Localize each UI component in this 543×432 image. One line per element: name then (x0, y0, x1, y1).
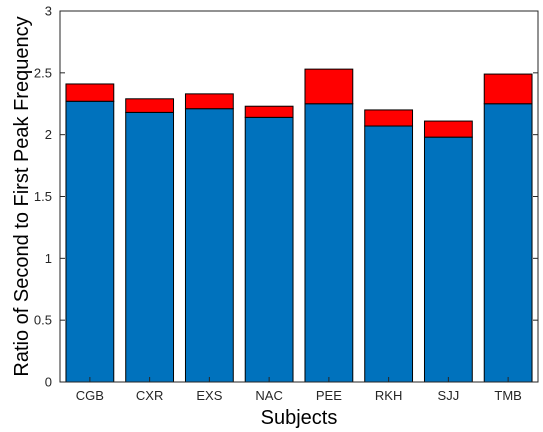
bar-tmb-segment-1 (483, 103, 533, 383)
bar-cgb-segment-1 (65, 100, 115, 383)
y-tick-label: 0.5 (34, 313, 52, 328)
x-axis: CGB CXR EXS NAC PEE RKH SJJ TMB (76, 377, 522, 403)
x-tick-label-tmb: TMB (494, 388, 521, 403)
y-tick-label: 1.5 (34, 189, 52, 204)
y-tick-label: 0 (45, 375, 52, 390)
bar-pee-segment-2 (304, 68, 354, 105)
x-axis-title: Subjects (261, 407, 338, 429)
bar-sjj-segment-2 (423, 120, 473, 138)
bar-pee-segment-1 (304, 103, 354, 383)
y-tick-label: 1 (45, 251, 52, 266)
x-tick-label-exs: EXS (196, 388, 222, 403)
bar-sjj-segment-1 (423, 136, 473, 383)
y-tick-label: 2 (45, 127, 52, 142)
x-tick-label-cxr: CXR (136, 388, 163, 403)
x-tick-label-rkh: RKH (375, 388, 402, 403)
bar-exs-segment-1 (184, 108, 234, 383)
bar-cxr-segment-1 (125, 111, 175, 383)
bar-tmb-segment-2 (483, 73, 533, 105)
bar-nac-segment-2 (244, 105, 294, 118)
bar-nac-segment-1 (244, 116, 294, 383)
bar-exs-segment-2 (184, 93, 234, 110)
bar-rkh-segment-1 (364, 125, 414, 383)
bar-rkh-segment-2 (364, 109, 414, 127)
x-tick-label-sjj: SJJ (438, 388, 460, 403)
y-tick-label: 3 (45, 4, 52, 19)
y-tick-label: 2.5 (34, 65, 52, 80)
bar-cxr-segment-2 (125, 98, 175, 113)
bars-layer (65, 68, 533, 383)
y-axis-title: Ratio of Second to First Peak Frequency (11, 16, 33, 376)
bar-cgb-segment-2 (65, 83, 115, 102)
y-axis: 0 0.5 1 1.5 2 2.5 3 (34, 4, 538, 390)
x-tick-label-cgb: CGB (76, 388, 104, 403)
x-tick-label-pee: PEE (316, 388, 342, 403)
x-tick-label-nac: NAC (255, 388, 282, 403)
